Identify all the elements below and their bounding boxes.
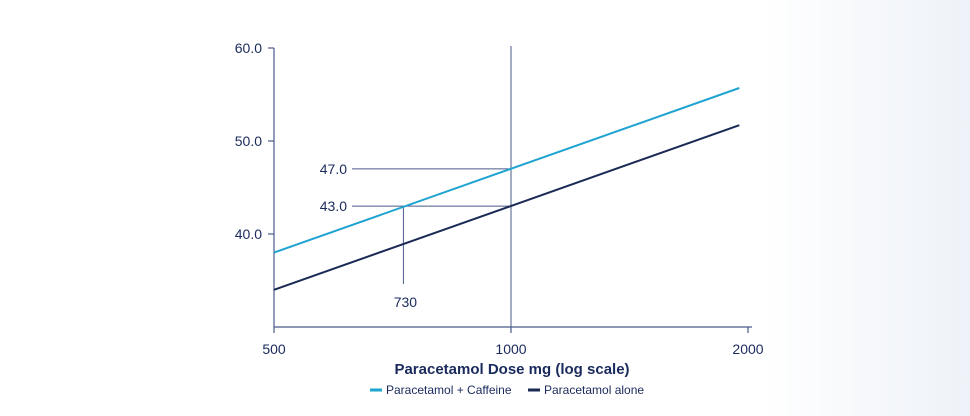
legend: Paracetamol + Caffeine Paracetamol alone <box>370 383 644 397</box>
x-tick-label: 2000 <box>732 341 763 357</box>
x-axis-title: Paracetamol Dose mg (log scale) <box>394 361 629 378</box>
series-lines <box>273 87 740 291</box>
legend-label: Paracetamol alone <box>544 383 644 397</box>
legend-label: Paracetamol + Caffeine <box>386 383 512 397</box>
series-line-0 <box>273 87 740 254</box>
left-margin <box>0 0 212 416</box>
series-line-1 <box>273 124 740 291</box>
y-tick-label: 40.0 <box>235 226 262 242</box>
y-tick-label: 60.0 <box>235 40 262 56</box>
right-gradient-background <box>760 0 970 416</box>
annotation-guides <box>352 46 512 327</box>
axes: 40.0 50.0 60.0 500 1000 2000 <box>235 40 764 357</box>
y-tick-label: 50.0 <box>235 133 262 149</box>
x-tick-label: 500 <box>262 341 286 357</box>
annotation-label: 47.0 <box>320 161 347 177</box>
annotation-label: 43.0 <box>320 198 347 214</box>
annotation-labels: 47.0 43.0 730 <box>320 161 418 310</box>
x-tick-label: 1000 <box>495 341 526 357</box>
annotation-label: 730 <box>394 294 418 310</box>
